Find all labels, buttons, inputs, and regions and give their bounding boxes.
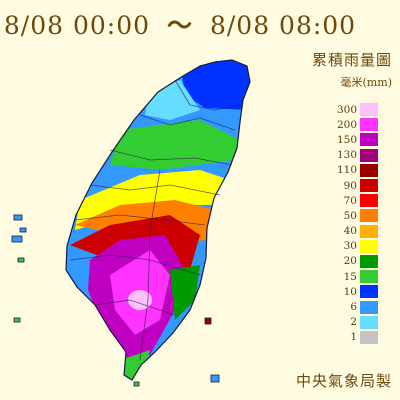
island-south [133, 381, 140, 387]
legend-label: 20 [343, 255, 357, 268]
boundary-line [74, 214, 206, 226]
legend-row: 30 [333, 239, 381, 254]
island-penghu-b [19, 227, 27, 233]
island-liuqiu [13, 317, 21, 323]
legend-row: 50 [333, 208, 381, 223]
legend-unit: 毫米(mm) [340, 76, 392, 89]
rainfall-legend: 300 200 150 130 110 90 70 50 40 30 20 15 10 6 2 1 [333, 102, 381, 345]
time-range-title: 8/08 00:00 ～ 8/08 08:00 [0, 6, 360, 42]
legend-row: 130 [333, 148, 381, 163]
legend-row: 6 [333, 299, 381, 314]
legend-swatch [360, 300, 378, 314]
legend-row: 40 [333, 224, 381, 239]
legend-label: 300 [336, 103, 357, 116]
legend-swatch [360, 239, 378, 253]
legend-row: 200 [333, 117, 381, 132]
start-time: 8/08 00:00 [3, 11, 151, 40]
county-boundaries [69, 79, 241, 361]
outlying-islands [11, 214, 220, 387]
island-penghu-a [13, 214, 23, 221]
boundary-line [94, 299, 176, 316]
legend-row: 2 [333, 315, 381, 330]
legend-row: 150 [333, 132, 381, 147]
boundary-line [69, 254, 201, 276]
legend-row: 15 [333, 269, 381, 284]
legend-row: 1 [333, 330, 381, 345]
legend-label: 1 [350, 331, 357, 344]
legend-swatch [360, 163, 378, 177]
legend-swatch [360, 194, 378, 208]
rain-field-southeast [170, 265, 200, 320]
legend-row: 70 [333, 193, 381, 208]
legend-label: 2 [350, 316, 357, 329]
island-penghu-c [11, 235, 23, 243]
island-green [204, 317, 212, 325]
legend-swatch [360, 179, 378, 193]
legend-label: 30 [343, 240, 357, 253]
legend-label: 150 [336, 133, 357, 146]
legend-label: 130 [336, 149, 357, 162]
boundary-line [139, 169, 161, 361]
end-time: 8/08 08:00 [209, 11, 357, 40]
legend-swatch [360, 133, 378, 147]
legend-swatch [360, 254, 378, 268]
legend-swatch [360, 148, 378, 162]
legend-swatch [360, 103, 378, 117]
legend-label: 200 [336, 118, 357, 131]
legend-swatch [360, 270, 378, 284]
legend-row: 110 [333, 163, 381, 178]
time-separator: ～ [166, 11, 193, 40]
legend-label: 50 [343, 209, 357, 222]
legend-row: 90 [333, 178, 381, 193]
island-penghu-d [17, 257, 25, 263]
legend-swatch [360, 118, 378, 132]
island-orchid [210, 374, 220, 383]
legend-swatch [360, 209, 378, 223]
legend-label: 15 [343, 270, 357, 283]
legend-swatch [360, 315, 378, 329]
legend-label: 90 [343, 179, 357, 192]
legend-swatch [360, 330, 378, 344]
credit-label: 中央氣象局製 [295, 372, 392, 390]
taiwan-outline [65, 59, 251, 381]
rain-field-central-north [110, 120, 240, 170]
boundary-line [109, 149, 233, 166]
legend-row: 10 [333, 284, 381, 299]
legend-swatch [360, 285, 378, 299]
boundary-line [89, 184, 221, 196]
legend-row: 20 [333, 254, 381, 269]
legend-label: 110 [336, 164, 357, 177]
boundary-line [139, 114, 236, 131]
boundary-line [174, 79, 241, 111]
legend-title: 累積雨量圖 [311, 51, 392, 69]
legend-label: 40 [343, 225, 357, 238]
legend-row: 300 [333, 102, 381, 117]
rain-field-northeast [180, 60, 250, 110]
legend-label: 70 [343, 194, 357, 207]
legend-swatch [360, 224, 378, 238]
legend-label: 10 [343, 285, 357, 298]
legend-label: 6 [350, 301, 357, 314]
